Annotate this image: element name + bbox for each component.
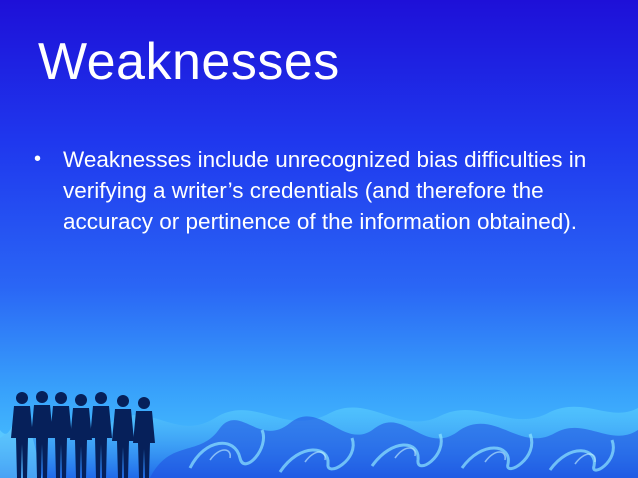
slide-title: Weaknesses [38, 33, 340, 91]
person-silhouette [133, 397, 155, 478]
bullet-marker: • [34, 148, 42, 170]
swirl-line [394, 447, 416, 459]
swirl-line [278, 437, 355, 473]
bullet-text: Weaknesses include unrecognized bias dif… [63, 147, 587, 234]
person-silhouette [70, 394, 92, 478]
decorative-footer-art [0, 391, 638, 478]
person-silhouette [31, 391, 53, 478]
bullet-list: • Weaknesses include unrecognized bias d… [34, 144, 614, 237]
swirl-line [460, 433, 534, 471]
swirl-line [548, 439, 615, 472]
person-silhouette [112, 395, 134, 478]
swirl-line [304, 451, 326, 463]
bullet-item: • Weaknesses include unrecognized bias d… [34, 144, 614, 237]
person-silhouette [11, 392, 33, 478]
swirl-line [574, 453, 596, 465]
person-silhouette [90, 392, 112, 478]
swirl-line [209, 449, 231, 461]
people-silhouettes [11, 391, 155, 478]
person-silhouette [50, 392, 72, 478]
swirl-line [188, 429, 265, 469]
swirl-line [370, 433, 443, 468]
swirl-line [484, 451, 506, 463]
